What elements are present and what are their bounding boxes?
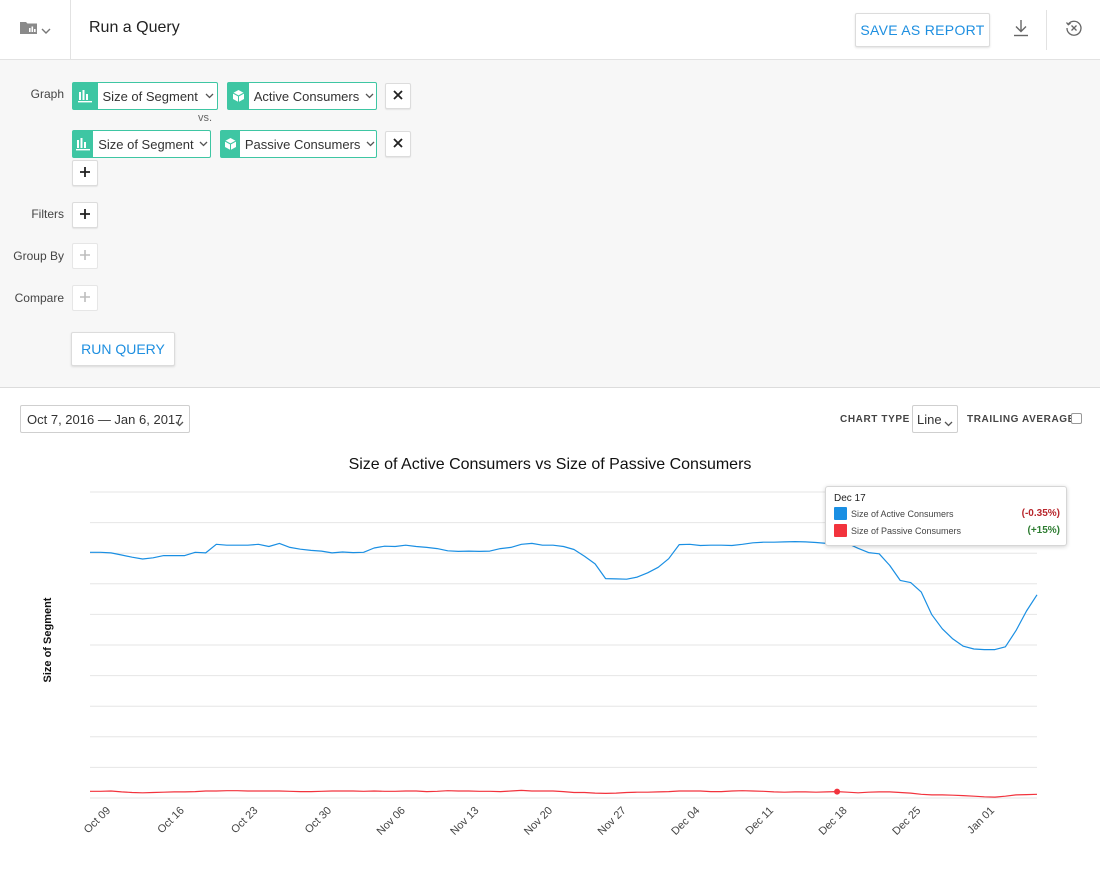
- add-filter-button[interactable]: [72, 202, 98, 228]
- header-divider: [1046, 10, 1047, 50]
- x-tick-label: Nov 20: [522, 805, 555, 838]
- chevron-down-icon: [363, 83, 376, 109]
- run-query-button[interactable]: RUN QUERY: [71, 332, 175, 366]
- segment-label-1: Active Consumers: [253, 88, 360, 104]
- x-tick-label: Nov 06: [375, 805, 408, 838]
- segment-label-2: Passive Consumers: [244, 136, 361, 152]
- x-tick-label: Dec 04: [669, 805, 702, 838]
- x-tick-label: Oct 30: [303, 805, 334, 836]
- chevron-down-icon: [198, 131, 210, 157]
- chart-type-select[interactable]: Line: [912, 405, 958, 433]
- chart-tooltip: Dec 17 Size of Active Consumers (-0.35%)…: [825, 486, 1067, 546]
- tooltip-series-change: (+15%): [1027, 525, 1060, 536]
- vs-label: vs.: [198, 112, 213, 124]
- date-range-select[interactable]: Oct 7, 2016 — Jan 6, 2017: [20, 405, 190, 433]
- download-button[interactable]: [1008, 17, 1034, 43]
- x-tick-label: Nov 13: [448, 805, 481, 838]
- folder-chart-icon: [19, 21, 37, 39]
- cube-icon: [221, 131, 240, 157]
- add-group-by-button[interactable]: [72, 243, 98, 269]
- tooltip-row-passive: Size of Passive Consumers (+15%): [834, 524, 1060, 538]
- page-title: Run a Query: [89, 19, 180, 36]
- chart-type-value: Line: [917, 411, 942, 427]
- segment-select-2[interactable]: Passive Consumers: [220, 130, 377, 158]
- legend-swatch-passive: [834, 524, 847, 537]
- chevron-down-icon: [944, 415, 953, 430]
- legend-swatch-active: [834, 507, 847, 520]
- highlight-point: [834, 788, 841, 795]
- bar-chart-icon: [73, 131, 94, 157]
- cube-icon: [228, 83, 249, 109]
- close-icon: [393, 135, 403, 153]
- save-as-report-button[interactable]: SAVE AS REPORT: [855, 13, 990, 47]
- reset-query-button[interactable]: [1061, 17, 1087, 43]
- bar-chart-icon: [73, 83, 98, 109]
- trailing-average-checkbox[interactable]: [1071, 413, 1082, 424]
- add-compare-button[interactable]: [72, 285, 98, 311]
- series-line-active: [90, 540, 1038, 651]
- remove-row-2-button[interactable]: [385, 131, 411, 157]
- reset-icon: [1065, 19, 1083, 42]
- x-tick-label: Oct 09: [82, 805, 113, 836]
- chevron-down-icon: [41, 21, 51, 39]
- chevron-down-icon: [202, 83, 217, 109]
- series-line-passive: [90, 789, 1038, 798]
- close-icon: [393, 87, 403, 105]
- remove-row-1-button[interactable]: [385, 83, 411, 109]
- compare-label: Compare: [14, 291, 64, 305]
- plus-icon: [80, 206, 90, 224]
- tooltip-row-active: Size of Active Consumers (-0.35%): [834, 507, 1060, 521]
- tooltip-series-name: Size of Passive Consumers: [851, 526, 962, 536]
- x-tick-label: Nov 27: [596, 805, 629, 838]
- x-tick-label: Dec 18: [817, 805, 850, 838]
- trailing-average-label: TRAILING AVERAGE: [967, 414, 1075, 425]
- add-graph-row-button[interactable]: [72, 160, 98, 186]
- query-builder-panel: Graph Size of Segment Active Consumers v…: [0, 60, 1100, 388]
- plus-icon: [80, 289, 90, 307]
- graph-label: Graph: [30, 87, 64, 101]
- chevron-down-icon: [364, 131, 376, 157]
- tooltip-date: Dec 17: [834, 493, 866, 504]
- segment-select-1[interactable]: Active Consumers: [227, 82, 377, 110]
- x-tick-label: Jan 01: [965, 805, 997, 837]
- plus-icon: [80, 247, 90, 265]
- download-icon: [1013, 19, 1029, 42]
- measure-select-1[interactable]: Size of Segment: [72, 82, 218, 110]
- x-tick-label: Oct 16: [155, 805, 186, 836]
- measure-select-2[interactable]: Size of Segment: [72, 130, 211, 158]
- plus-icon: [80, 164, 90, 182]
- measure-label-1: Size of Segment: [102, 88, 198, 104]
- group-by-label: Group By: [13, 249, 64, 263]
- x-tick-label: Dec 25: [890, 805, 923, 838]
- chart-type-label: CHART TYPE: [840, 414, 910, 425]
- top-header: Run a Query SAVE AS REPORT: [0, 0, 1100, 60]
- x-tick-label: Oct 23: [229, 805, 260, 836]
- report-menu-button[interactable]: [0, 0, 71, 60]
- measure-label-2: Size of Segment: [98, 136, 194, 152]
- filters-label: Filters: [31, 207, 64, 221]
- x-tick-label: Dec 11: [744, 805, 777, 838]
- date-range-value: Oct 7, 2016 — Jan 6, 2017: [27, 411, 183, 427]
- tooltip-series-change: (-0.35%): [1021, 508, 1060, 519]
- tooltip-series-name: Size of Active Consumers: [851, 509, 954, 519]
- chart-title: Size of Active Consumers vs Size of Pass…: [348, 456, 752, 473]
- chevron-down-icon: [175, 415, 184, 430]
